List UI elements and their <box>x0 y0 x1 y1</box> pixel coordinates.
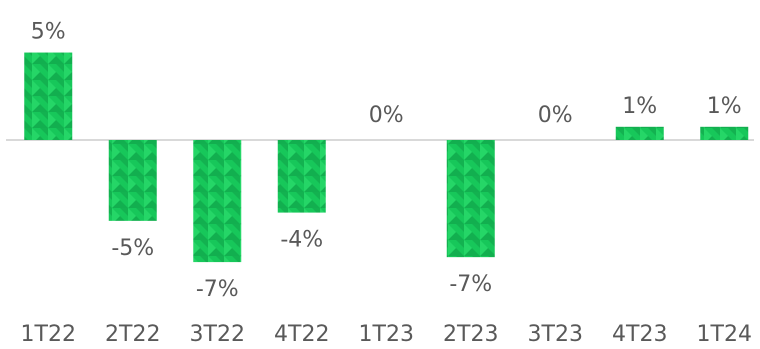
category-label-3T22: 3T22 <box>190 322 245 347</box>
value-label-4T23: 1% <box>622 94 657 119</box>
category-label-4T22: 4T22 <box>274 322 329 347</box>
category-label-1T24: 1T24 <box>697 322 752 347</box>
bar-1T22 <box>24 52 73 140</box>
category-label-1T23: 1T23 <box>359 322 414 347</box>
value-label-2T23: -7% <box>449 272 492 297</box>
value-label-1T22: 5% <box>31 20 66 45</box>
value-label-1T23: 0% <box>369 103 404 128</box>
value-label-3T22: -7% <box>196 277 239 302</box>
bar-2T23 <box>446 140 495 258</box>
category-label-2T23: 2T23 <box>443 322 498 347</box>
bar-2T22 <box>108 140 157 221</box>
value-label-4T22: -4% <box>280 228 323 253</box>
bar-3T22 <box>193 140 242 263</box>
category-label-4T23: 4T23 <box>612 322 667 347</box>
value-label-1T24: 1% <box>707 94 742 119</box>
value-label-2T22: -5% <box>111 236 154 261</box>
bar-1T24 <box>700 126 749 140</box>
category-label-3T23: 3T23 <box>528 322 583 347</box>
bar-4T22 <box>277 140 326 213</box>
bar-4T23 <box>615 126 664 140</box>
value-label-3T23: 0% <box>538 103 573 128</box>
category-label-1T22: 1T22 <box>21 322 76 347</box>
category-label-2T22: 2T22 <box>105 322 160 347</box>
